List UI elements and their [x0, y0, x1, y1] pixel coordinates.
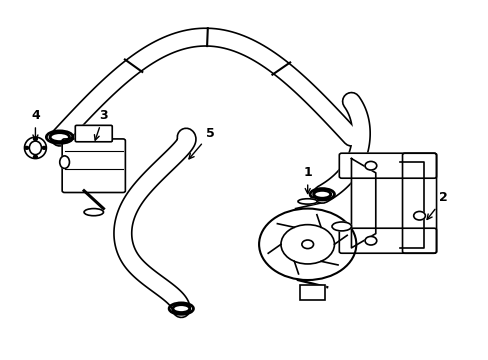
Circle shape — [33, 156, 37, 158]
Ellipse shape — [24, 137, 46, 158]
FancyBboxPatch shape — [339, 153, 436, 178]
Circle shape — [301, 240, 313, 249]
Ellipse shape — [313, 190, 330, 198]
Circle shape — [259, 208, 356, 280]
Polygon shape — [351, 158, 375, 248]
Circle shape — [281, 225, 334, 264]
Text: 2: 2 — [426, 192, 447, 220]
Circle shape — [42, 147, 46, 149]
Ellipse shape — [60, 156, 69, 168]
Ellipse shape — [50, 133, 69, 141]
Ellipse shape — [84, 208, 103, 216]
Circle shape — [33, 138, 37, 140]
Ellipse shape — [297, 199, 317, 204]
Circle shape — [25, 147, 29, 149]
Ellipse shape — [29, 141, 41, 155]
FancyBboxPatch shape — [339, 228, 436, 253]
Circle shape — [413, 211, 425, 220]
Circle shape — [365, 237, 376, 245]
Circle shape — [365, 161, 376, 170]
Text: 5: 5 — [188, 127, 214, 159]
Polygon shape — [399, 162, 424, 248]
Text: 3: 3 — [94, 109, 107, 140]
FancyBboxPatch shape — [75, 125, 112, 142]
FancyBboxPatch shape — [62, 139, 125, 193]
Bar — [300, 285, 324, 300]
Bar — [300, 285, 324, 300]
FancyBboxPatch shape — [402, 153, 436, 253]
Text: 1: 1 — [303, 166, 311, 194]
Text: 4: 4 — [31, 109, 40, 140]
Ellipse shape — [172, 305, 189, 312]
Ellipse shape — [331, 222, 351, 231]
